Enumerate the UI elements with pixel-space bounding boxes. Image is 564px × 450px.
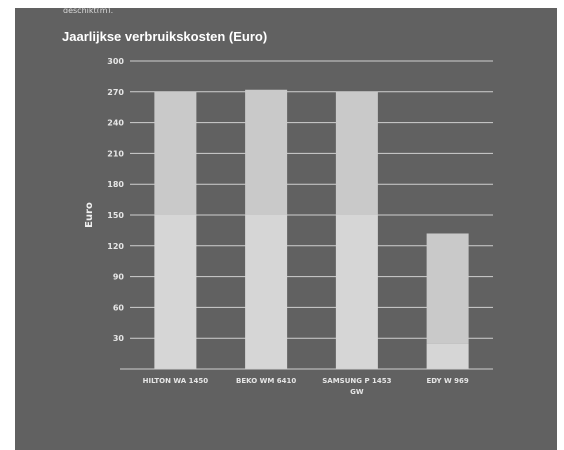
- cropped-header-text: geschikt(m).: [63, 8, 114, 13]
- bar: [426, 233, 469, 344]
- y-tick-label: 270: [107, 88, 124, 97]
- x-category-label: HILTON WA 1450: [143, 377, 209, 385]
- bar-chart: 30 60 90 120 150 180 210 240 270 300 HILTON WA 145…: [84, 57, 493, 396]
- y-tick-label: 300: [107, 57, 124, 66]
- bar: [245, 89, 288, 215]
- y-tick-label: 210: [107, 149, 124, 158]
- y-axis-label: Euro: [84, 202, 95, 228]
- x-category-label: SAMSUNG P 1453: [322, 377, 391, 385]
- x-category-label: EDY W 969: [426, 377, 468, 385]
- bar-lower-segment: [245, 215, 288, 369]
- y-tick-label: 60: [113, 303, 125, 312]
- y-tick-label: 180: [107, 180, 124, 189]
- chart-panel: geschikt(m). Jaarlijkse verbruikskosten …: [15, 8, 557, 450]
- x-category-label: GW: [350, 388, 364, 396]
- y-tick-label: 120: [107, 242, 124, 251]
- y-tick-label: 30: [113, 334, 125, 343]
- bar-lower-segment: [335, 215, 378, 369]
- y-tick-label: 150: [107, 211, 124, 220]
- y-tick-label: 90: [113, 273, 125, 282]
- bar: [154, 91, 197, 215]
- y-tick-label: 240: [107, 119, 124, 128]
- bar-lower-segment: [426, 343, 469, 369]
- x-category-label: BEKO WM 6410: [236, 377, 296, 385]
- bar-lower-segment: [154, 215, 197, 369]
- chart-title: Jaarlijkse verbruikskosten (Euro): [62, 29, 268, 44]
- bar: [335, 91, 378, 215]
